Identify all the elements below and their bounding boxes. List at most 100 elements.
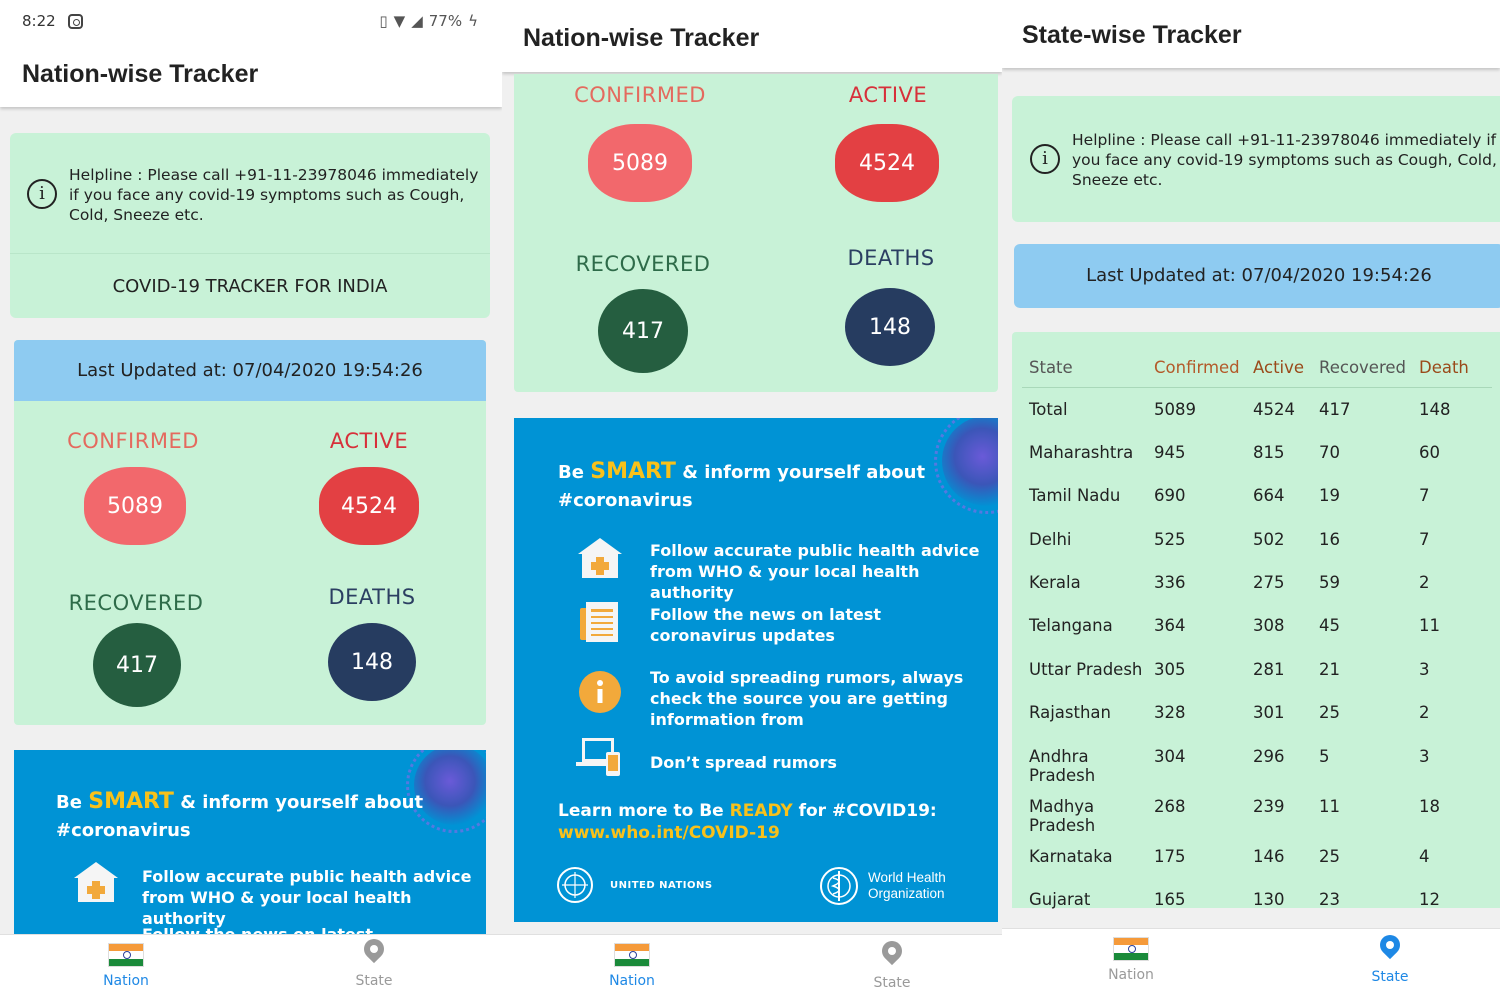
virus-icon	[934, 418, 998, 514]
deaths-count: 148	[328, 623, 416, 701]
active-cell: 146	[1253, 846, 1285, 866]
nav-nation[interactable]: Nation	[66, 943, 186, 989]
who-name-line2: Organization	[868, 886, 945, 901]
info-icon: i	[1030, 144, 1060, 174]
location-pin-icon	[1380, 935, 1400, 961]
nav-nation[interactable]: Nation	[1071, 937, 1191, 983]
death-cell: 2	[1419, 703, 1430, 723]
app-bar: 8:22 ▯ ▼ ◢ 77% ϟ Nation-wise Tracker	[0, 0, 502, 107]
info-circle-icon	[579, 671, 621, 713]
death-cell: 18	[1419, 796, 1440, 816]
nav-state-label: State	[873, 975, 911, 991]
nav-state[interactable]: State	[1330, 935, 1450, 985]
table-row: Uttar Pradesh 305 281 21 3	[1022, 648, 1492, 691]
death-cell: 4	[1419, 846, 1430, 866]
state-cell: Telangana	[1029, 616, 1113, 636]
battery-icon: ϟ	[468, 12, 478, 30]
india-flag-icon	[614, 943, 650, 967]
confirmed-cell: 328	[1154, 703, 1186, 723]
nation-screen-scrolled: Nation-wise Tracker CONFIRMED 5089 ACTIV…	[502, 0, 1002, 1000]
table-row: Rajasthan 328 301 25 2	[1022, 691, 1492, 734]
divider	[10, 253, 490, 254]
recovered-label: RECOVERED	[575, 252, 711, 276]
confirmed-cell: 304	[1154, 746, 1186, 766]
active-count: 4524	[835, 124, 939, 202]
confirmed-count: 5089	[84, 467, 186, 545]
death-cell: 11	[1419, 616, 1440, 636]
recovered-cell: 21	[1319, 659, 1340, 679]
nav-nation-label: Nation	[103, 973, 149, 989]
location-pin-icon	[364, 939, 384, 965]
who-smart: SMART	[590, 459, 676, 484]
deaths-label: DEATHS	[328, 585, 416, 609]
who-tip-4: Don’t spread rumors	[650, 753, 837, 772]
who-be: Be	[558, 462, 584, 483]
active-cell: 130	[1253, 890, 1285, 910]
who-tip-1: Follow accurate public health advice fro…	[650, 541, 980, 602]
who-emblem-icon	[820, 867, 858, 905]
india-flag-icon	[1113, 937, 1149, 961]
state-cell: Madhya Pradesh	[1029, 796, 1096, 835]
who-inform: & inform yourself about	[682, 462, 926, 483]
table-row: Kerala 336 275 59 2	[1022, 561, 1492, 604]
nav-state-label: State	[1371, 969, 1409, 985]
helpline-text: Helpline : Please call +91-11-23978046 i…	[1072, 131, 1497, 189]
state-cell: Andhra Pradesh	[1029, 746, 1096, 785]
who-inform: & inform yourself about	[180, 792, 424, 813]
who-learn-suffix: for #COVID19:	[798, 801, 937, 821]
active-cell: 281	[1253, 659, 1285, 679]
table-row: Karnataka 175 146 25 4	[1022, 835, 1492, 878]
active-cell: 296	[1253, 746, 1285, 766]
nav-nation[interactable]: Nation	[572, 943, 692, 989]
location-pin-icon	[882, 941, 902, 967]
recovered-count: 417	[598, 289, 688, 373]
hospital-icon	[578, 538, 622, 578]
death-cell: 2	[1419, 573, 1430, 593]
nav-nation-label: Nation	[1108, 967, 1154, 983]
state-cell: Total	[1029, 400, 1068, 419]
who-advice-banner: Be SMART & inform yourself about #corona…	[514, 418, 998, 922]
page-title: State-wise Tracker	[1022, 21, 1242, 49]
table-header-row: State Confirmed Active Recovered Death	[1022, 348, 1492, 388]
who-hashtag: #coronavirus	[558, 490, 693, 511]
col-death: Death	[1419, 348, 1492, 388]
page-title: Nation-wise Tracker	[523, 24, 760, 52]
col-active: Active	[1253, 348, 1319, 388]
who-hashtag: #coronavirus	[56, 820, 191, 841]
death-cell: 12	[1419, 890, 1440, 910]
table-row: Maharashtra 945 815 70 60	[1022, 431, 1492, 474]
active-cell: 301	[1253, 703, 1285, 723]
helpline-card: i Helpline : Please call +91-11-23978046…	[10, 133, 490, 318]
deaths-count: 148	[845, 288, 935, 366]
nav-state[interactable]: State	[314, 939, 434, 989]
nav-state[interactable]: State	[832, 941, 952, 991]
recovered-cell: 5	[1319, 746, 1330, 766]
recovered-cell: 11	[1319, 796, 1340, 816]
who-tip-1: Follow accurate public health advice fro…	[142, 867, 472, 928]
info-icon: i	[27, 179, 57, 209]
recovered-cell: 59	[1319, 573, 1340, 593]
death-cell: 7	[1419, 486, 1430, 506]
recovered-count: 417	[93, 623, 181, 707]
last-updated: Last Updated at: 07/04/2020 19:54:26	[14, 340, 486, 401]
battery-percent: 77%	[428, 12, 463, 30]
stats-card: CONFIRMED 5089 ACTIVE 4524 RECOVERED 417…	[514, 74, 998, 392]
col-state: State	[1022, 348, 1154, 388]
state-cell: Uttar Pradesh	[1029, 659, 1143, 679]
bottom-nav: Nation State	[0, 934, 502, 1000]
confirmed-cell: 268	[1154, 796, 1186, 816]
active-count: 4524	[319, 467, 419, 545]
state-table-card: State Confirmed Active Recovered Death T…	[1012, 332, 1500, 909]
virus-icon	[406, 750, 486, 833]
confirmed-cell: 690	[1154, 486, 1186, 506]
who-url[interactable]: www.who.int/COVID-19	[558, 823, 780, 843]
stats-card: Last Updated at: 07/04/2020 19:54:26 CON…	[14, 340, 486, 725]
state-screen: State-wise Tracker i Helpline : Please c…	[1002, 0, 1500, 1000]
status-bar: 8:22 ▯ ▼ ◢ 77% ϟ	[22, 12, 478, 34]
un-emblem-icon	[557, 867, 593, 903]
who-headline: Be SMART & inform yourself about #corona…	[56, 788, 423, 845]
state-cell: Gujarat	[1029, 890, 1091, 910]
death-cell: 3	[1419, 659, 1430, 679]
active-cell: 815	[1253, 442, 1285, 462]
recovered-cell: 25	[1319, 846, 1340, 866]
